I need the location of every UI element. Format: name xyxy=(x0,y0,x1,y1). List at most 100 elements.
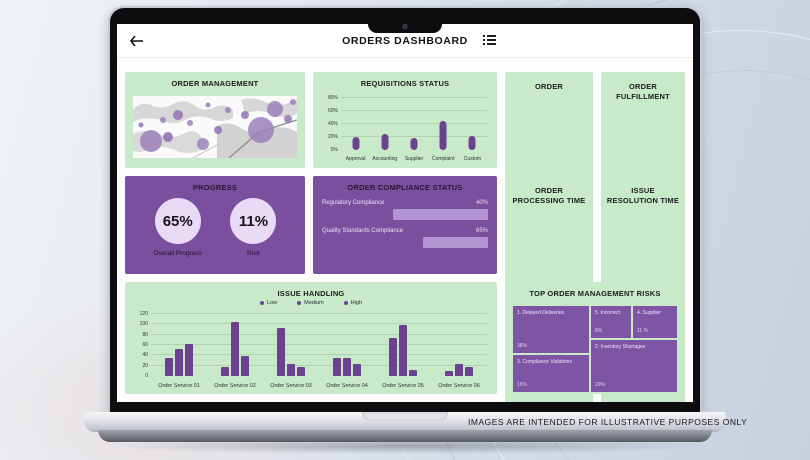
back-button[interactable] xyxy=(129,34,145,48)
progress-risk: 11% Risk xyxy=(230,198,277,257)
y-tick-label: 20% xyxy=(327,134,338,140)
bar-Medium xyxy=(455,363,463,376)
x-tick-label: Accounting xyxy=(372,156,398,162)
bar-Medium xyxy=(175,349,183,376)
y-tick-label: 60 xyxy=(142,342,148,348)
x-tick-label: Supplier xyxy=(404,156,424,162)
x-tick-label: Custom xyxy=(463,156,482,162)
panel-title: ORDER MANAGEMENT xyxy=(171,79,259,88)
bar-High xyxy=(353,363,361,376)
y-tick-label: 20 xyxy=(142,362,148,369)
bar-High xyxy=(465,366,473,376)
treemap-cell-compliance-violations: 3. Compliance Violations 16% xyxy=(513,355,589,392)
gridline xyxy=(341,110,487,111)
bar-High xyxy=(185,344,193,376)
page-title: ORDERS DASHBOARD xyxy=(342,35,468,47)
progress-label: Overall Progress xyxy=(153,250,202,257)
compliance-value: 40% xyxy=(475,200,488,206)
panel-top-risks: TOP ORDER MANAGEMENT RISKS 1. Delayed De… xyxy=(505,282,685,394)
legend-dot-icon xyxy=(297,301,302,305)
panel-progress: PROGRESS 65% Overall Progress 11% Risk xyxy=(125,176,305,274)
y-tick-label: 0 xyxy=(145,373,148,379)
panel-title: ORDER COMPLIANCE STATUS xyxy=(347,183,463,192)
x-tick-label: Order Service 03 xyxy=(270,383,312,389)
chart-legend: Low Medium High xyxy=(125,300,497,306)
panel-order-management: ORDER MANAGEMENT xyxy=(125,72,305,168)
treemap-cell-delayed-deliveries: 1. Delayed Deliveries 38% xyxy=(513,306,589,353)
progress-label: Risk xyxy=(247,250,260,257)
y-tick-label: 40% xyxy=(327,121,338,127)
gridline xyxy=(341,97,487,98)
bar-Medium xyxy=(231,322,239,376)
progress-circle: 11% xyxy=(230,198,277,244)
bar-Low xyxy=(277,327,285,376)
y-tick-label: 100 xyxy=(139,321,148,328)
bar-High xyxy=(409,370,417,376)
legend-dot-icon xyxy=(343,301,348,305)
kpi-title: ISSUE RESOLUTION TIME xyxy=(606,186,680,205)
x-tick-label: Order Service 01 xyxy=(158,383,200,389)
bar-Medium xyxy=(399,325,407,376)
y-tick-label: 40 xyxy=(142,352,148,359)
laptop-screen: ORDERS DASHBOARD ORDER MANAGEMENT xyxy=(108,6,702,414)
disclaimer-text: IMAGES ARE INTENDED FOR ILLUSTRATIVE PUR… xyxy=(468,417,748,427)
risks-treemap: 1. Delayed Deliveries 38% 5. Incorrect 8… xyxy=(513,306,677,392)
gridline xyxy=(151,333,487,335)
list-menu-icon[interactable] xyxy=(483,35,496,45)
bar-group-Order Service 04 xyxy=(333,314,361,376)
legend-item-medium: Medium xyxy=(297,300,324,306)
map-bubble-chart xyxy=(133,96,298,159)
laptop-base xyxy=(84,412,726,432)
compliance-row: Regulatory Compliance 40% xyxy=(322,200,488,220)
laptop-notch xyxy=(368,22,442,33)
kpi-title: ORDER FULFILLMENT xyxy=(616,82,670,101)
bar-Supplier xyxy=(410,138,418,150)
compliance-label: Regulatory Compliance xyxy=(322,200,385,206)
panel-title: ISSUE HANDLING xyxy=(277,289,345,298)
bar-Low xyxy=(389,337,397,376)
compliance-bar-0 xyxy=(393,209,488,220)
y-tick-label: 60% xyxy=(327,108,338,114)
compliance-bar-1 xyxy=(423,237,488,248)
arrow-left-icon xyxy=(129,35,143,47)
legend-item-low: Low xyxy=(260,300,277,306)
screen-content: ORDERS DASHBOARD ORDER MANAGEMENT xyxy=(117,24,693,402)
gridline xyxy=(151,313,487,314)
bar-group-Order Service 01 xyxy=(165,314,193,376)
bar-group-Order Service 03 xyxy=(277,314,305,376)
requisitions-xlabels: Approval Accounting Supplier Complaint Custo… xyxy=(341,156,487,162)
gridline xyxy=(341,123,487,124)
treemap-cell-incorrect: 5. Incorrect 8% xyxy=(591,306,631,338)
legend-dot-icon xyxy=(260,301,265,305)
progress-overall: 65% Overall Progress xyxy=(154,198,202,257)
kpi-title: ORDER PROCESSING TIME xyxy=(512,186,586,205)
laptop-lid-groove xyxy=(362,412,448,421)
gridline xyxy=(151,354,487,356)
treemap-cell-inventory-shortages: 2. Inventory Shortages 29% xyxy=(591,340,677,392)
order-map xyxy=(133,96,298,159)
compliance-row: Quality Standards Compliance 65% xyxy=(322,228,488,248)
bar-group-Order Service 06 xyxy=(445,314,473,376)
panel-title: PROGRESS xyxy=(192,183,238,192)
camera-icon xyxy=(402,24,408,29)
x-tick-label: Order Service 05 xyxy=(382,383,424,389)
y-tick-label: 0% xyxy=(330,147,338,153)
kpi-title: ORDER xyxy=(534,82,564,91)
y-tick-label: 80% xyxy=(327,95,338,101)
bar-Complaint xyxy=(439,120,447,150)
dashboard: ORDER MANAGEMENT xyxy=(117,58,693,402)
y-tick-label: 80 xyxy=(142,331,148,338)
x-tick-label: Order Service 04 xyxy=(326,383,368,389)
panel-requisitions-status: REQUISITIONS STATUS 0% 20% 40% 60% 80% Appro… xyxy=(313,72,497,168)
bar-Accounting xyxy=(381,133,389,150)
gridline xyxy=(341,136,487,137)
laptop-shadow xyxy=(96,438,714,454)
bar-High xyxy=(297,366,305,376)
compliance-value: 65% xyxy=(475,228,488,234)
legend-item-high: High xyxy=(343,300,362,306)
x-tick-label: Complaint xyxy=(431,156,455,162)
bar-group-Order Service 02 xyxy=(221,314,249,376)
panel-title: REQUISITIONS STATUS xyxy=(360,79,450,88)
bar-Low xyxy=(333,358,341,376)
